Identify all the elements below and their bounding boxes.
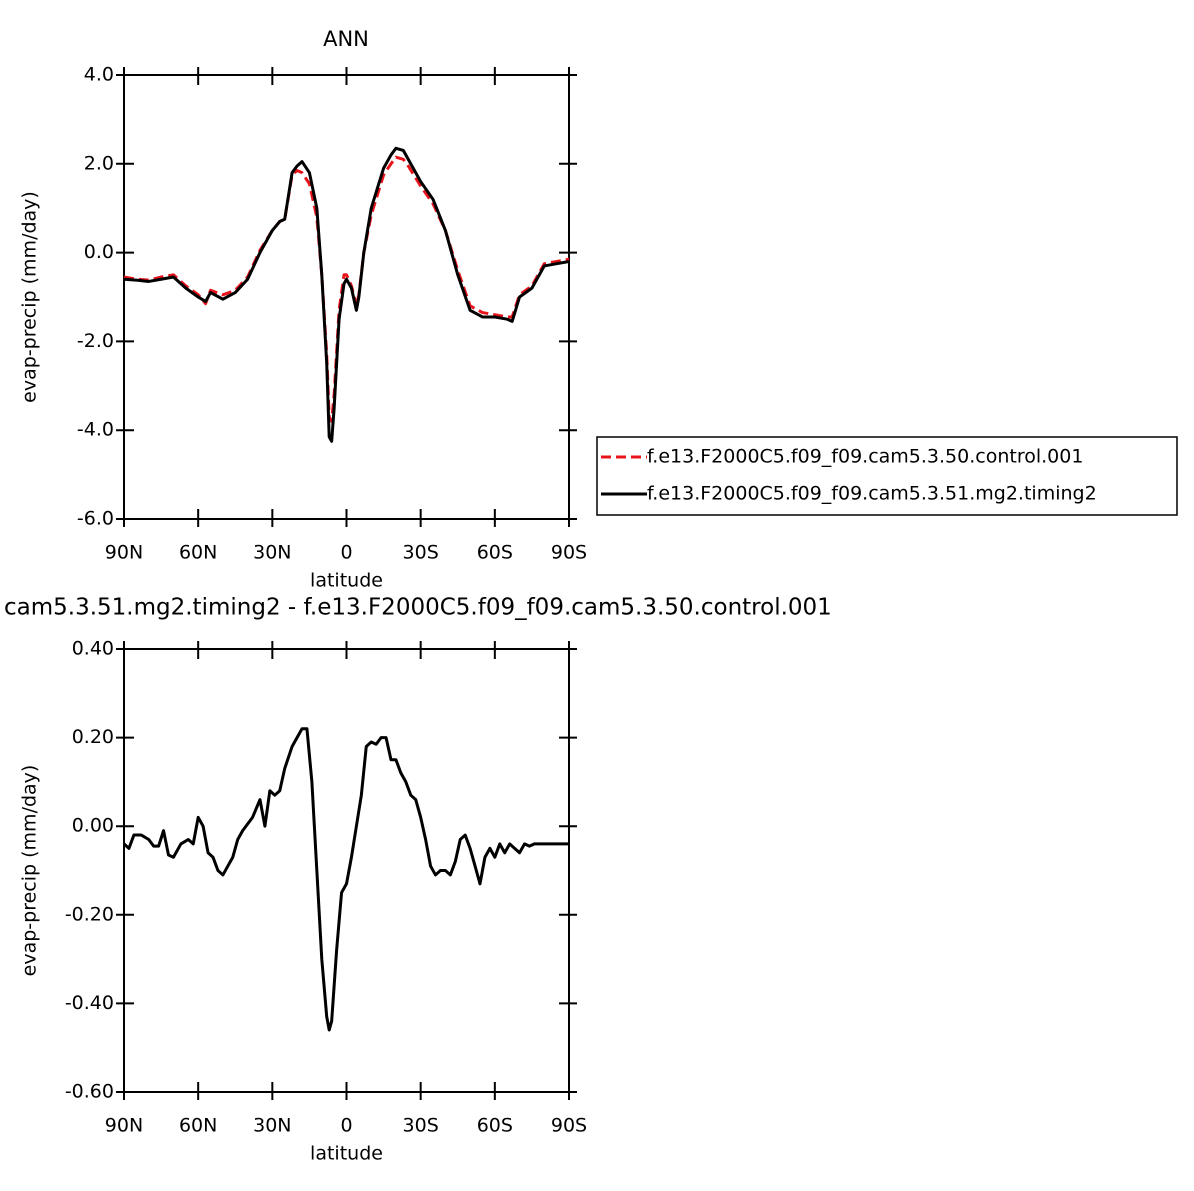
y-tick-label: 0.0 xyxy=(84,241,114,263)
x-tick-label: 60N xyxy=(179,542,217,564)
y-tick-label: -2.0 xyxy=(77,330,114,352)
y-tick-label: 0.00 xyxy=(72,815,114,837)
y-tick-label: -0.40 xyxy=(65,992,114,1014)
y-tick-label: 4.0 xyxy=(84,64,114,86)
x-tick-label: 30N xyxy=(253,542,291,564)
data-line xyxy=(123,155,570,423)
legend-label: f.e13.F2000C5.f09_f09.cam5.3.51.mg2.timi… xyxy=(647,483,1097,505)
legend-box xyxy=(596,436,1178,516)
x-tick-label: 90S xyxy=(551,542,587,564)
y-tick-label: -0.20 xyxy=(65,903,114,925)
x-tick-label: 0 xyxy=(340,542,352,564)
x-axis-label: latitude xyxy=(310,570,383,592)
x-tick-label: 60S xyxy=(477,542,513,564)
x-tick-label: 30S xyxy=(403,1115,439,1137)
plot-frame xyxy=(123,74,570,520)
x-tick-label: 30S xyxy=(403,542,439,564)
y-tick-label: -4.0 xyxy=(77,419,114,441)
plot-frame xyxy=(123,648,570,1093)
x-tick-label: 60S xyxy=(477,1115,513,1137)
data-line xyxy=(122,727,569,1032)
x-tick-label: 90N xyxy=(105,542,143,564)
y-axis-label: evap-precip (mm/day) xyxy=(19,191,41,403)
chart-title: cam5.3.51.mg2.timing2 - f.e13.F2000C5.f0… xyxy=(4,595,832,621)
legend-label: f.e13.F2000C5.f09_f09.cam5.3.50.control.… xyxy=(647,446,1083,468)
x-tick-label: 90N xyxy=(105,1115,143,1137)
x-axis-label: latitude xyxy=(310,1143,383,1165)
y-axis-label: evap-precip (mm/day) xyxy=(19,765,41,977)
x-tick-label: 0 xyxy=(340,1115,352,1137)
y-tick-label: 2.0 xyxy=(84,152,114,174)
chart-title: ANN xyxy=(323,27,369,51)
y-tick-label: -6.0 xyxy=(77,508,114,530)
y-tick-label: 0.20 xyxy=(72,726,114,748)
x-tick-label: 90S xyxy=(551,1115,587,1137)
y-tick-label: 0.40 xyxy=(72,638,114,660)
data-line xyxy=(123,146,570,443)
y-tick-label: -0.60 xyxy=(65,1081,114,1103)
x-tick-label: 30N xyxy=(253,1115,291,1137)
x-tick-label: 60N xyxy=(179,1115,217,1137)
